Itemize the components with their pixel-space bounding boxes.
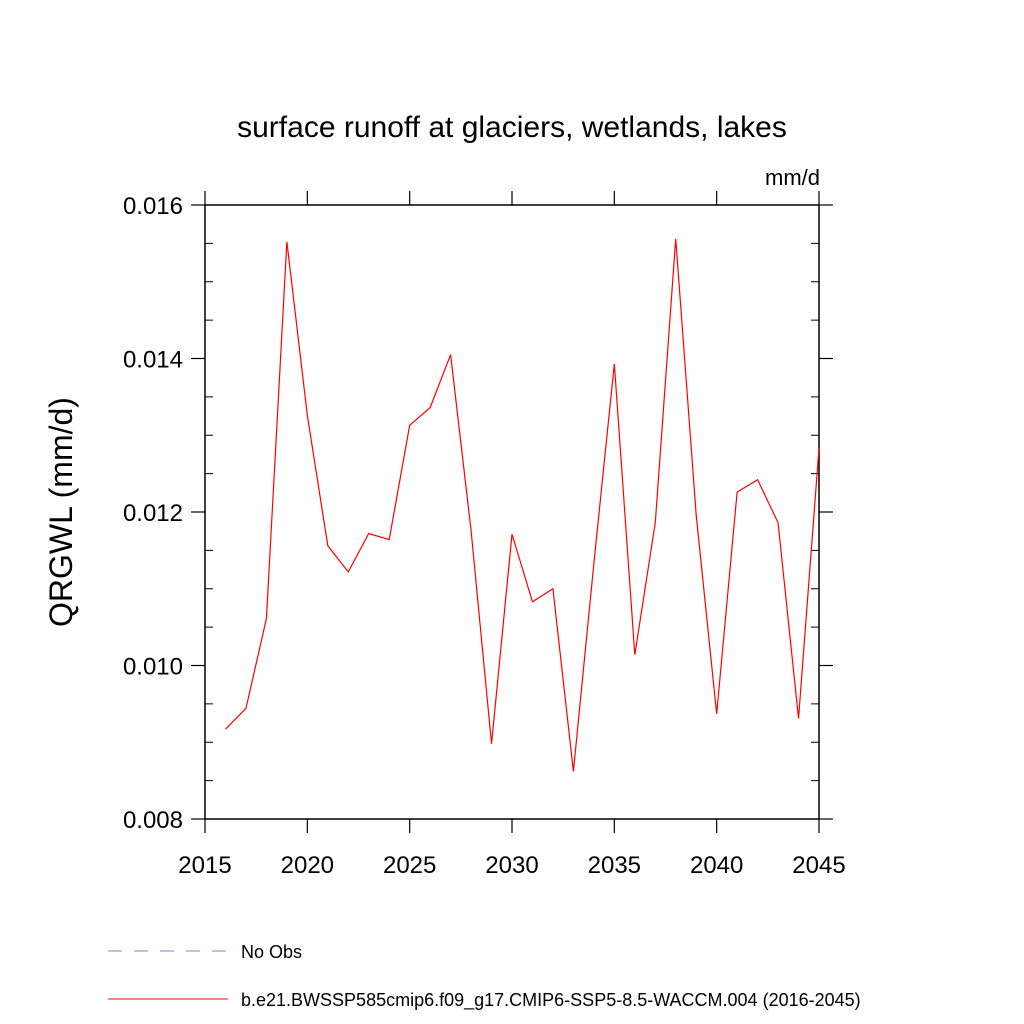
legend-label: b.e21.BWSSP585cmip6.f09_g17.CMIP6-SSP5-8… — [241, 990, 861, 1011]
x-tick-label: 2030 — [485, 852, 538, 879]
y-tick-label: 0.016 — [123, 193, 183, 220]
plot-frame — [204, 204, 820, 820]
x-tick-label: 2015 — [178, 852, 231, 879]
x-tick-label: 2035 — [588, 852, 641, 879]
series-lines — [225, 238, 820, 772]
x-tick-label: 2025 — [383, 852, 436, 879]
chart-title: surface runoff at glaciers, wetlands, la… — [237, 111, 787, 144]
legend-label: No Obs — [241, 942, 302, 962]
y-tick-label: 0.010 — [123, 654, 183, 681]
x-tick-label: 2040 — [690, 852, 743, 879]
x-tick-label: 2045 — [792, 852, 845, 879]
y-axis-title: QRGWL (mm/d) — [43, 397, 79, 627]
y-tick-label: 0.014 — [123, 347, 183, 374]
units-label: mm/d — [765, 165, 820, 190]
legend: No Obs b.e21.BWSSP585cmip6.f09_g17.CMIP6-… — [108, 942, 861, 1011]
series-line — [225, 238, 820, 772]
axis-ticks — [191, 191, 833, 833]
y-tick-label: 0.008 — [123, 807, 183, 834]
y-tick-label: 0.012 — [123, 500, 183, 527]
x-tick-label: 2020 — [281, 852, 334, 879]
axis-tick-labels: 2015 2020 2025 2030 2035 2040 2045 0.008 0.010 0.… — [123, 193, 846, 879]
